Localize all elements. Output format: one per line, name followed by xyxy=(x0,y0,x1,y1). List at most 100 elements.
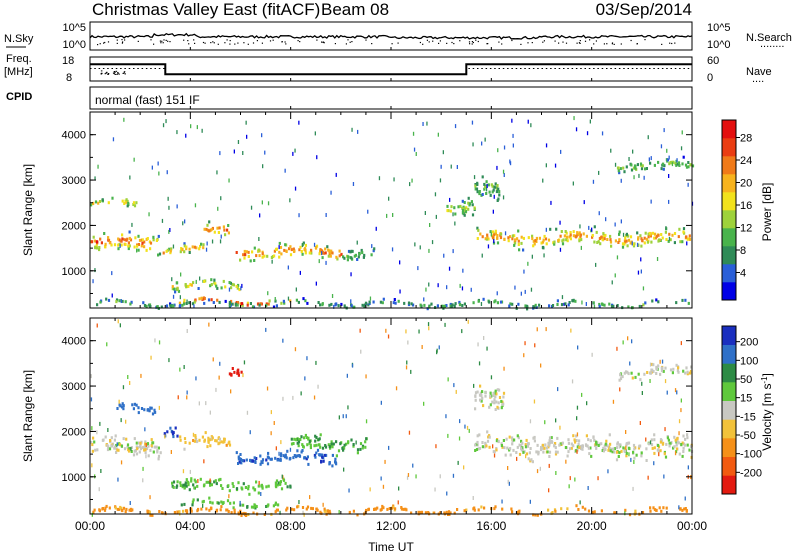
heatmap-cell xyxy=(297,444,300,448)
heatmap-cell xyxy=(183,250,186,254)
heatmap-cell xyxy=(384,459,386,464)
heatmap-cell xyxy=(150,355,152,360)
nave-point xyxy=(593,68,595,69)
heatmap-cell xyxy=(278,458,281,462)
heatmap-cell xyxy=(503,237,506,241)
heatmap-cell xyxy=(666,436,669,440)
heatmap-cell xyxy=(165,249,168,253)
heatmap-cell xyxy=(308,439,311,443)
nsearch-point xyxy=(107,41,110,43)
heatmap-cell xyxy=(595,442,598,446)
heatmap-cell xyxy=(90,440,93,444)
heatmap-cell xyxy=(267,302,270,306)
heatmap-cell xyxy=(191,500,194,504)
heatmap-cell xyxy=(627,234,630,238)
heatmap-cell xyxy=(544,237,548,241)
heatmap-cell xyxy=(569,231,572,234)
heatmap-cell xyxy=(518,248,521,252)
heatmap-cell xyxy=(279,481,282,485)
heatmap-cell xyxy=(232,506,235,510)
heatmap-cell xyxy=(524,443,527,447)
heatmap-cell xyxy=(649,509,652,513)
heatmap-cell xyxy=(215,509,218,513)
heatmap-cell xyxy=(142,301,145,305)
heatmap-cell xyxy=(129,302,132,306)
heatmap-cell xyxy=(625,165,628,169)
heatmap-cell xyxy=(304,243,307,247)
heatmap-cell xyxy=(559,425,561,430)
heatmap-cell xyxy=(508,481,510,486)
heatmap-cell xyxy=(450,164,452,169)
heatmap-cell xyxy=(682,446,685,450)
heatmap-cell xyxy=(320,511,323,515)
heatmap-cell xyxy=(479,232,482,236)
heatmap-cell xyxy=(364,301,368,305)
heatmap-cell xyxy=(218,375,220,380)
heatmap-cell xyxy=(598,302,601,306)
heatmap-cell xyxy=(628,157,630,161)
heatmap-cell xyxy=(498,193,501,197)
heatmap-cell xyxy=(561,242,565,246)
heatmap-cell xyxy=(660,144,663,149)
heatmap-cell xyxy=(488,435,491,439)
heatmap-cell xyxy=(579,235,582,239)
heatmap-cell xyxy=(228,178,230,183)
heatmap-cell xyxy=(120,460,123,465)
heatmap-cell xyxy=(275,247,278,251)
nave-point xyxy=(335,74,337,75)
heatmap-cell xyxy=(547,508,550,512)
heatmap-cell xyxy=(131,403,134,407)
heatmap-cell xyxy=(574,449,578,453)
heatmap-cell xyxy=(356,451,359,455)
heatmap-cell xyxy=(119,239,122,243)
heatmap-cell xyxy=(345,442,348,446)
heatmap-cell xyxy=(260,492,262,496)
heatmap-cell xyxy=(146,237,149,240)
heatmap-cell xyxy=(548,304,551,308)
heatmap-cell xyxy=(357,255,360,259)
heatmap-cell xyxy=(97,201,100,205)
heatmap-cell xyxy=(244,486,247,489)
heatmap-cell xyxy=(105,504,108,508)
heatmap-cell xyxy=(548,441,552,445)
heatmap-cell xyxy=(640,451,643,455)
heatmap-cell xyxy=(645,167,648,170)
heatmap-cell xyxy=(140,407,144,410)
heatmap-cell xyxy=(125,507,128,511)
heatmap-cell xyxy=(324,509,327,513)
nave-point xyxy=(575,68,578,69)
heatmap-cell xyxy=(484,394,487,398)
heatmap-cell xyxy=(273,254,276,258)
heatmap-cell xyxy=(674,438,677,442)
date-label: 03/Sep/2014 xyxy=(596,0,692,19)
heatmap-cell xyxy=(680,443,683,446)
heatmap-cell xyxy=(217,442,220,446)
heatmap-cell xyxy=(440,164,442,169)
heatmap-cell xyxy=(245,120,247,125)
heatmap-cell xyxy=(382,484,385,489)
nave-point xyxy=(184,74,187,75)
heatmap-cell xyxy=(258,303,261,307)
heatmap-cell xyxy=(193,245,196,249)
nave-point xyxy=(421,74,423,75)
heatmap-cell xyxy=(110,436,113,440)
heatmap-cell xyxy=(223,228,226,232)
nsearch-point xyxy=(589,39,591,41)
heatmap-cell xyxy=(196,484,199,488)
heatmap-cell xyxy=(373,247,376,251)
heatmap-cell xyxy=(481,193,484,196)
heatmap-cell xyxy=(577,442,580,446)
heatmap-cell xyxy=(328,461,331,464)
heatmap-cell xyxy=(304,248,307,252)
heatmap-cell xyxy=(608,433,611,437)
heatmap-cell xyxy=(527,457,530,461)
heatmap-cell xyxy=(278,250,281,254)
heatmap-cell xyxy=(157,161,159,166)
heatmap-cell xyxy=(169,303,172,307)
heatmap-cell xyxy=(250,505,254,509)
heatmap-cell xyxy=(632,486,634,491)
heatmap-cell xyxy=(688,234,691,238)
heatmap-cell xyxy=(399,260,401,265)
heatmap-cell xyxy=(265,327,267,332)
nave-point xyxy=(386,74,389,75)
